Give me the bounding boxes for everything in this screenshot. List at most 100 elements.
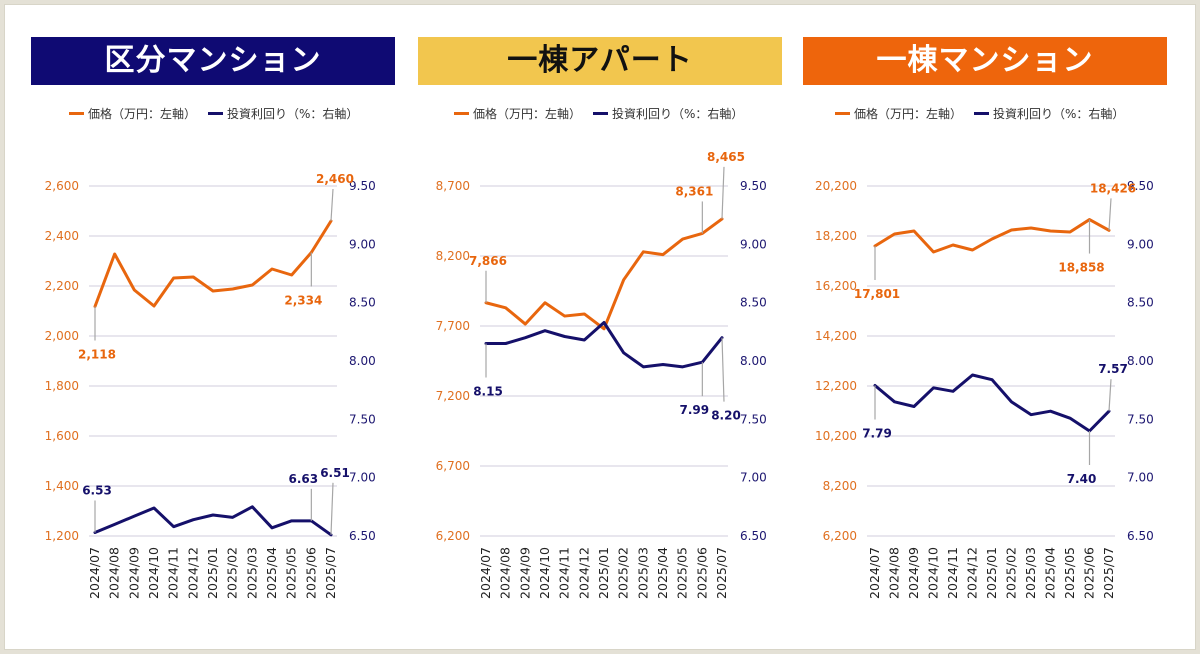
x-axis-tick: 2024/12 — [576, 547, 591, 599]
left-axis-tick: 6,200 — [436, 529, 470, 543]
yield-point — [893, 400, 896, 403]
left-axis-tick: 1,400 — [45, 479, 79, 493]
yield-point — [544, 329, 547, 332]
yield-point — [662, 363, 665, 366]
price-data-label: 18,426 — [1090, 181, 1136, 195]
x-axis-tick: 2025/06 — [303, 547, 318, 599]
price-data-label: 7,866 — [469, 254, 507, 268]
yield-point — [1049, 410, 1052, 413]
yield-point — [504, 342, 507, 345]
right-axis-tick: 7.50 — [349, 412, 376, 426]
legend: 価格（万円：左軸） 投資利回り（%：右軸） — [454, 105, 751, 122]
x-axis-tick: 2025/04 — [655, 547, 670, 599]
yield-point — [1069, 417, 1072, 420]
right-axis-tick: 9.00 — [1127, 237, 1154, 251]
price-point — [991, 238, 994, 241]
price-point — [153, 305, 156, 308]
panel-title: 一棟マンション — [803, 37, 1167, 85]
yield-series-line — [484, 321, 724, 369]
x-axis-tick: 2024/07 — [478, 547, 493, 599]
legend-item-yield: 投資利回り（%：右軸） — [593, 105, 743, 122]
right-axis-tick: 9.50 — [740, 179, 767, 193]
right-axis-tick: 9.50 — [349, 179, 376, 193]
yield-point — [1030, 413, 1033, 416]
price-point — [544, 301, 547, 304]
leader-line — [1108, 379, 1112, 412]
left-axis-tick: 18,200 — [815, 229, 857, 243]
x-axis-tick: 2025/03 — [635, 547, 650, 599]
yield-data-label: 8.15 — [473, 385, 503, 399]
x-axis-tick: 2024/07 — [87, 547, 102, 599]
price-point — [913, 230, 916, 233]
price-point — [192, 276, 195, 279]
x-axis-tick: 2024/11 — [557, 547, 572, 599]
right-axis-tick: 6.50 — [740, 529, 767, 543]
price-point — [1030, 227, 1033, 230]
left-axis-tick: 8,200 — [823, 479, 857, 493]
price-point — [642, 250, 645, 253]
price-point — [681, 238, 684, 241]
right-axis-tick: 8.00 — [740, 354, 767, 368]
price-data-label: 8,465 — [707, 150, 745, 164]
legend-swatch-price — [69, 112, 84, 115]
price-point — [251, 284, 254, 287]
x-axis-tick: 2025/05 — [675, 547, 690, 599]
price-point — [662, 253, 665, 256]
panel-title: 区分マンション — [31, 37, 395, 85]
legend-swatch-yield — [974, 112, 990, 115]
legend-swatch-yield — [593, 112, 609, 115]
price-point — [1069, 231, 1072, 234]
yield-data-label: 8.20 — [711, 409, 741, 423]
x-axis-tick: 2025/06 — [1082, 547, 1097, 599]
x-axis-tick: 2024/07 — [867, 547, 882, 599]
yield-point — [231, 516, 234, 519]
leader-line — [721, 337, 725, 402]
legend-item-yield: 投資利回り（%：右軸） — [208, 105, 358, 122]
price-point — [1049, 230, 1052, 233]
yield-data-label: 7.99 — [680, 403, 710, 417]
legend-swatch-price — [454, 112, 469, 115]
left-axis-tick: 2,000 — [45, 329, 79, 343]
price-point — [1010, 229, 1013, 232]
yield-data-label: 7.40 — [1067, 472, 1097, 486]
yield-point — [642, 365, 645, 368]
right-axis-tick: 7.00 — [349, 471, 376, 485]
yield-data-label: 6.53 — [82, 484, 112, 498]
yield-series-line — [873, 373, 1111, 433]
price-point — [622, 278, 625, 281]
x-axis-tick: 2024/11 — [166, 547, 181, 599]
price-point — [932, 251, 935, 254]
yield-point — [172, 525, 175, 528]
legend: 価格（万円：左軸） 投資利回り（%：右軸） — [69, 105, 366, 122]
yield-point — [622, 351, 625, 354]
price-point — [290, 274, 293, 277]
price-data-label: 2,334 — [284, 294, 322, 308]
yield-point — [113, 523, 116, 526]
x-axis-tick: 2025/03 — [1023, 547, 1038, 599]
left-axis-tick: 7,200 — [436, 389, 470, 403]
legend-label-yield: 投資利回り（%：右軸） — [612, 107, 744, 121]
left-axis-tick: 7,700 — [436, 319, 470, 333]
price-point — [563, 315, 566, 318]
right-axis-tick: 7.00 — [740, 471, 767, 485]
right-axis-tick: 6.50 — [349, 529, 376, 543]
right-axis-tick: 8.00 — [349, 354, 376, 368]
panel-ittou-mansion: 一棟マンション 価格（万円：左軸） 投資利回り（%：右軸） 6,200 8,200… — [803, 5, 1173, 649]
price-series-line — [484, 217, 724, 331]
right-axis-tick: 7.50 — [1127, 412, 1154, 426]
x-axis-tick: 2024/09 — [906, 547, 921, 599]
left-axis-tick: 16,200 — [815, 279, 857, 293]
left-axis-tick: 8,700 — [436, 179, 470, 193]
x-axis-tick: 2024/08 — [107, 547, 122, 599]
x-axis-tick: 2025/02 — [616, 547, 631, 599]
price-point — [133, 289, 136, 292]
right-axis-tick: 9.50 — [1127, 179, 1154, 193]
price-point — [952, 244, 955, 247]
price-point — [231, 288, 234, 291]
legend-item-price: 価格（万円：左軸） — [454, 105, 581, 122]
yield-point — [952, 390, 955, 393]
leader-line — [1108, 198, 1112, 231]
legend-label-yield: 投資利回り（%：右軸） — [993, 107, 1125, 121]
panel-ittou-apart: 一棟アパート 価格（万円：左軸） 投資利回り（%：右軸） 6,200 6,700 7… — [418, 5, 788, 649]
leader-line — [330, 482, 334, 535]
